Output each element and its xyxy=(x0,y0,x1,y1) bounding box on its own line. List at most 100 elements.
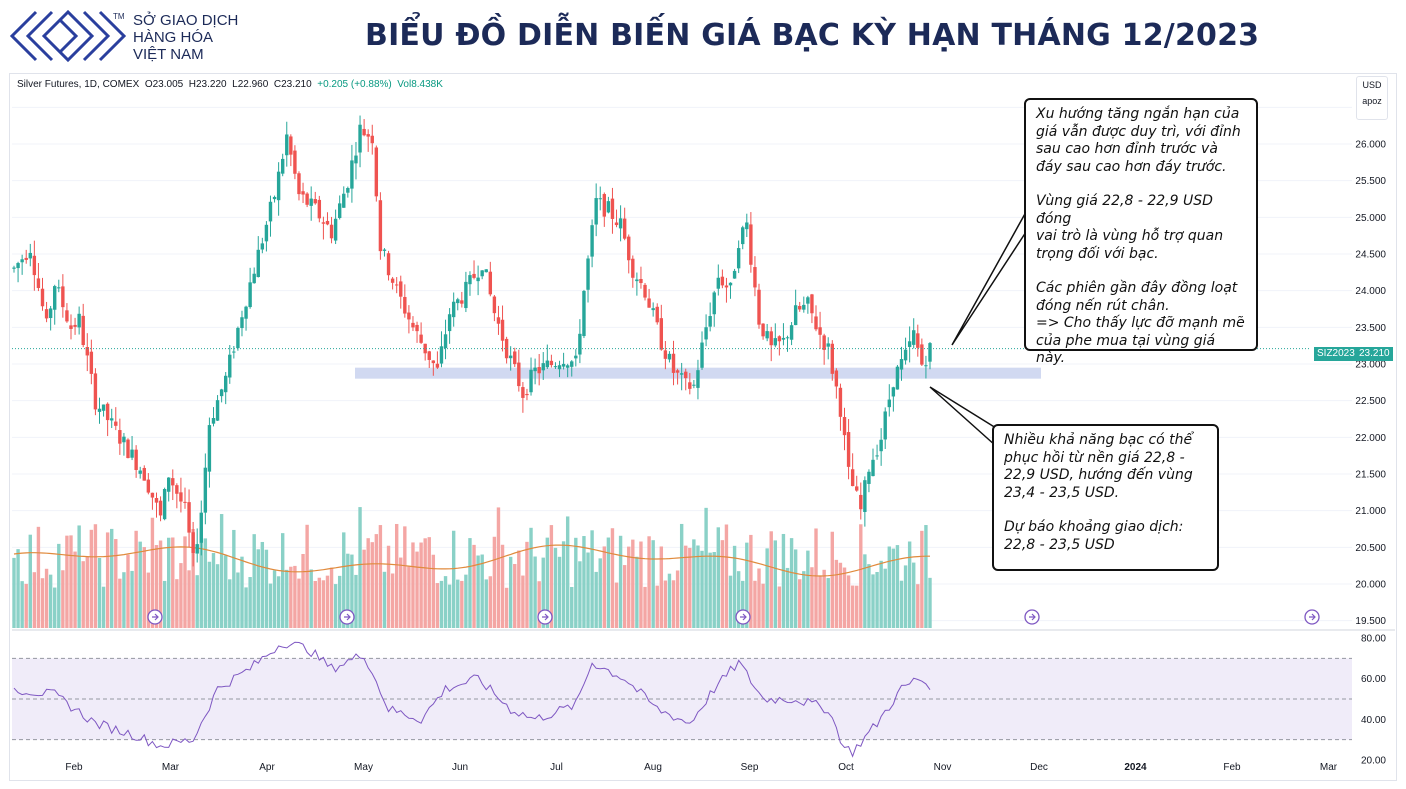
candle-body xyxy=(175,485,179,494)
volume-bar xyxy=(635,556,639,628)
candle-body xyxy=(488,271,493,295)
event-arrow-icon xyxy=(740,613,747,621)
candle-body xyxy=(435,363,440,368)
volume-bar xyxy=(142,547,146,628)
candle-body xyxy=(679,373,684,375)
currency-scale-button[interactable]: USD apoz xyxy=(1356,76,1388,120)
volume-bar xyxy=(814,528,818,628)
volume-bar xyxy=(252,534,256,628)
volume-bar xyxy=(606,537,611,628)
candle-body xyxy=(684,371,688,379)
volume-bar xyxy=(513,563,517,628)
time-tick-label: Jun xyxy=(452,762,468,773)
volume-bar xyxy=(427,537,431,628)
candle-body xyxy=(297,173,301,195)
candle-body xyxy=(484,269,488,273)
volume-bar xyxy=(826,578,830,628)
candle-body xyxy=(582,290,586,337)
candle-body xyxy=(879,439,883,452)
volume-bar xyxy=(167,537,171,628)
volume-bar xyxy=(484,579,488,628)
candle-body xyxy=(403,296,407,314)
candle-body xyxy=(570,361,574,367)
volume-bar xyxy=(692,539,696,628)
volume-bar xyxy=(362,549,366,628)
candle-body xyxy=(631,258,635,278)
volume-bar xyxy=(57,543,61,628)
price-tick-label: 21.000 xyxy=(1355,506,1386,517)
candle-body xyxy=(280,158,285,174)
volume-bar xyxy=(720,540,725,628)
volume-bar xyxy=(578,561,582,628)
candle-body xyxy=(20,259,24,263)
volume-bar xyxy=(907,541,912,628)
volume-bar xyxy=(582,536,586,628)
legend-line: Silver Futures, 1D, COMEX O23.005 H23.22… xyxy=(17,79,443,90)
volume-bar xyxy=(228,579,232,628)
volume-bar xyxy=(386,545,391,628)
volume-bar xyxy=(769,531,773,628)
volume-bar xyxy=(822,569,826,628)
candle-body xyxy=(57,287,61,289)
volume-bar xyxy=(301,553,305,628)
candle-body xyxy=(525,393,529,396)
volume-bar xyxy=(850,585,855,628)
volume-bar xyxy=(521,575,525,628)
candle-body xyxy=(89,351,94,374)
candle-body xyxy=(215,400,220,421)
volume-bar xyxy=(663,580,668,628)
candle-body xyxy=(101,404,106,411)
volume-bar xyxy=(24,583,28,628)
candle-body xyxy=(537,367,541,374)
volume-bar xyxy=(248,577,252,628)
volume-bar xyxy=(394,523,399,628)
volume-bar xyxy=(912,562,916,628)
candle-body xyxy=(867,471,871,484)
page-title: BIỂU ĐỒ DIỄN BIẾN GIÁ BẠC KỲ HẠN THÁNG 1… xyxy=(365,18,1260,53)
volume-bar xyxy=(802,571,806,628)
volume-bar xyxy=(830,531,834,628)
candle-body xyxy=(272,196,277,200)
volume-bar xyxy=(671,580,676,628)
price-tick-label: 25.500 xyxy=(1355,176,1386,187)
candle-body xyxy=(394,284,399,286)
candle-body xyxy=(578,333,582,355)
event-arrow-icon xyxy=(542,613,549,621)
candle-body xyxy=(480,270,484,277)
volume-bar xyxy=(476,555,480,628)
candle-body xyxy=(728,282,733,286)
candle-body xyxy=(12,267,16,269)
volume-bar xyxy=(358,507,362,628)
volume-bar xyxy=(614,582,619,628)
price-tick-label: 22.500 xyxy=(1355,396,1386,407)
volume-bar xyxy=(553,547,558,628)
volume-bar xyxy=(684,545,688,628)
candle-body xyxy=(358,124,362,153)
candle-body xyxy=(875,455,879,457)
candle-body xyxy=(496,317,501,324)
candle-body xyxy=(158,500,163,516)
legend-low: L22.960 xyxy=(232,79,269,90)
candle-body xyxy=(195,544,199,554)
volume-bar xyxy=(77,525,81,628)
volume-bar xyxy=(460,580,464,628)
candle-body xyxy=(289,136,293,155)
volume-bar xyxy=(468,538,472,628)
candle-body xyxy=(431,360,436,364)
event-arrow-icon xyxy=(344,613,351,621)
candle-body xyxy=(321,222,326,224)
volume-bar xyxy=(207,561,212,628)
callout-top-pointer xyxy=(951,211,1027,346)
volume-bar xyxy=(622,565,627,628)
logo-line-2: HÀNG HÓA xyxy=(133,29,214,46)
candle-body xyxy=(842,417,847,436)
volume-bar xyxy=(264,549,269,628)
volume-bar xyxy=(179,563,183,628)
volume-bar xyxy=(920,530,924,628)
volume-bar xyxy=(419,542,423,628)
volume-bar xyxy=(32,572,37,628)
callout-bottom-pointer xyxy=(929,386,997,447)
legend-change: +0.205 (+0.88%) xyxy=(317,79,392,90)
price-tick-label: 19.500 xyxy=(1355,616,1386,627)
